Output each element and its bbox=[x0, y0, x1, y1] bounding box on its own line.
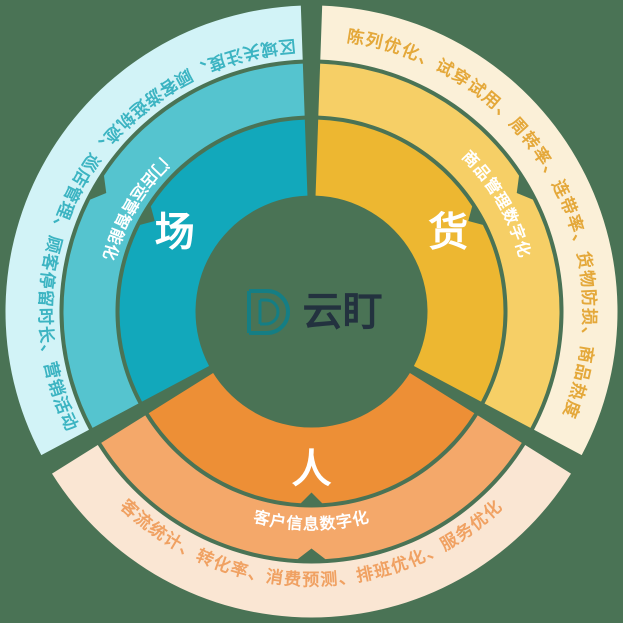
ring-band-huo-mid[interactable] bbox=[318, 63, 560, 428]
ring-band-chang-outer[interactable] bbox=[5, 5, 303, 456]
segment-key-label-huo: 货 bbox=[428, 211, 468, 255]
ring-band-ren-inner[interactable] bbox=[148, 372, 475, 504]
ring-band-ren-mid[interactable] bbox=[101, 415, 522, 560]
d-monogram-icon bbox=[246, 288, 290, 335]
ring-band-chang-inner[interactable] bbox=[119, 119, 308, 402]
ring-band-ren-outer[interactable] bbox=[51, 445, 572, 618]
ring-segments bbox=[5, 5, 618, 618]
segment-key-labels: 场 货 人 bbox=[155, 211, 469, 492]
logo-stroke bbox=[266, 288, 290, 335]
segment-key-label-chang: 场 bbox=[155, 211, 195, 255]
center-logo: 云盯 bbox=[241, 287, 383, 337]
ring-band-chang-mid[interactable] bbox=[63, 63, 305, 428]
logo-stroke bbox=[265, 298, 279, 325]
ring-band-huo-outer[interactable] bbox=[320, 5, 618, 456]
ring-band-huo-inner[interactable] bbox=[315, 119, 504, 402]
segment-key-label-ren: 人 bbox=[292, 448, 332, 492]
logo-wordmark: 云盯 bbox=[302, 289, 383, 334]
